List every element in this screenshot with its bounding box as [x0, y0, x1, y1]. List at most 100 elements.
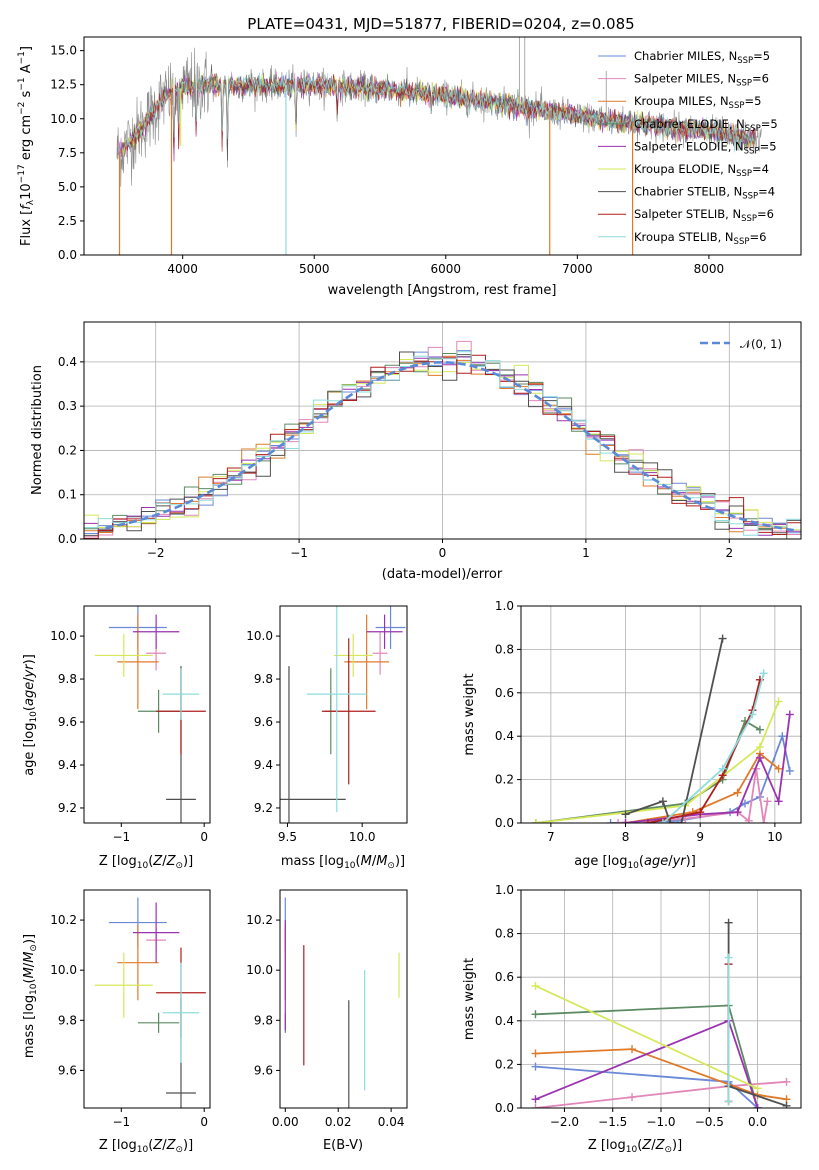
- y-tick-label: 9.8: [254, 1013, 273, 1027]
- y-tick-label: 0.6: [495, 970, 514, 984]
- x-tick-label: 5000: [299, 262, 330, 276]
- mass-vs-z-xlabel: Z [log10(Z/Z⊙)]: [99, 1138, 193, 1155]
- y-tick-label: 0.2: [58, 443, 77, 457]
- y-tick-label: 0.8: [495, 927, 514, 941]
- age-vs-mass-xlabel: mass [log10(M/M⊙)]: [281, 854, 405, 871]
- y-tick-label: 0.4: [58, 355, 77, 369]
- y-tick-label: 9.8: [58, 672, 77, 686]
- y-tick-label: 10.0: [50, 963, 77, 977]
- age-vs-z-xlabel: Z [log10(Z/Z⊙)]: [99, 854, 193, 871]
- plot-area: [531, 918, 791, 1108]
- legend-nssp-value: =5: [744, 94, 761, 108]
- axes-frame: [520, 605, 802, 824]
- x-tick-label: 4000: [167, 262, 198, 276]
- mass-vs-z-ylabel: mass [log10(M/M⊙)]: [22, 934, 39, 1058]
- mass-vs-metallicity-panel: −1 0 9.6 9.8 10.0 10.2: [50, 889, 211, 1129]
- legend-entry: Chabrier ELODIE, NSSP=5: [634, 117, 778, 134]
- legend-nssp-value: =4: [758, 185, 775, 199]
- y-tick-label: 9.6: [58, 715, 77, 729]
- x-tick-label: −2.0: [550, 1115, 579, 1129]
- y-tick-label: 0.0: [495, 1101, 514, 1115]
- x-tick-label: −1.5: [598, 1115, 627, 1129]
- axes-frame: [83, 321, 802, 540]
- massweight-vs-age-panel: 7 8 9 10 0.0 0.2 0.4 0.6 0.8 1.0 mass weight: [462, 599, 802, 844]
- plot-area: [531, 634, 794, 823]
- x-tick-label: 0.02: [325, 1115, 352, 1129]
- age-vs-metallicity-panel: −1 0 9.2 9.4 9.6 9.8 10.0: [50, 605, 211, 844]
- mass-weight-line-salpeter-miles: [535, 1080, 787, 1108]
- legend-entry: Kroupa ELODIE, NSSP=4: [634, 162, 769, 179]
- plot-area: [284, 897, 400, 1108]
- spectrum-ylabel: Flux [fλ10−17 erg cm−2 s−1 A−1]: [17, 46, 36, 246]
- y-tick-label: 9.6: [58, 1063, 77, 1077]
- legend-entry: Salpeter STELIB, NSSP=6: [634, 207, 774, 224]
- reddening-xlabel: E(B-V): [323, 1138, 363, 1153]
- y-tick-label: 1.0: [495, 883, 514, 897]
- x-tick-label: 0.00: [272, 1115, 299, 1129]
- plot-area: [94, 606, 206, 823]
- mass-weight-line-salpeter-elodie: [625, 714, 791, 823]
- legend-nssp-value: =5: [753, 49, 770, 63]
- x-tick-label: −1: [112, 830, 130, 844]
- mass-weight-ylabel: mass weight: [462, 673, 477, 755]
- y-tick-label: 15.0: [50, 44, 77, 58]
- x-tick-label: 6000: [431, 262, 462, 276]
- legend-nssp-value: =5: [760, 139, 777, 153]
- y-tick-label: 0.8: [495, 642, 514, 656]
- y-tick-label: 0.6: [495, 686, 514, 700]
- x-tick-label: −1: [290, 546, 308, 560]
- legend-subscript: SSP: [729, 101, 745, 111]
- spectrum-title: PLATE=0431, MJD=51877, FIBERID=0204, z=0…: [247, 15, 634, 33]
- legend-entry: Salpeter ELODIE, NSSP=5: [634, 139, 777, 156]
- y-tick-label: 9.6: [254, 715, 273, 729]
- axes-frame: [279, 605, 408, 824]
- x-tick-label: −1.0: [646, 1115, 675, 1129]
- plot-area: [116, 37, 762, 255]
- mass-vs-reddening-panel: 0.00 0.02 0.04 9.6 9.8 10.0 10.2 E(B-V): [246, 889, 408, 1153]
- y-tick-label: 0.4: [495, 729, 514, 743]
- legend-subscript: SSP: [734, 237, 750, 247]
- normal-distribution-curve: [105, 360, 794, 532]
- x-tick-label: −0.5: [695, 1115, 724, 1129]
- x-tick-label: 0: [200, 830, 208, 844]
- axes-frame: [520, 889, 802, 1109]
- mass-weight-line-kroupa-stelib: [662, 673, 765, 823]
- legend-subscript: SSP: [741, 214, 757, 224]
- legend-nssp-value: =4: [752, 162, 769, 176]
- model-line-kroupa-stelib: [125, 71, 755, 153]
- y-tick-label: 10.2: [50, 913, 77, 927]
- histogram-xlabel: (data-model)/error: [382, 567, 503, 582]
- x-tick-label: −2: [147, 546, 165, 560]
- legend-nssp-value: =5: [761, 117, 778, 131]
- y-tick-label: 0.0: [58, 532, 77, 546]
- legend-entry: Salpeter MILES, NSSP=6: [634, 72, 769, 89]
- x-tick-label: 2: [725, 546, 733, 560]
- y-tick-label: 12.5: [50, 78, 77, 92]
- y-tick-label: 0.0: [58, 248, 77, 262]
- legend-subscript: SSP: [745, 124, 761, 134]
- y-tick-label: 5.0: [58, 180, 77, 194]
- y-tick-label: 10.0: [50, 112, 77, 126]
- x-tick-label: 0.0: [748, 1115, 767, 1129]
- y-tick-label: 2.5: [58, 214, 77, 228]
- y-tick-label: 10.0: [246, 629, 273, 643]
- axes-frame: [279, 889, 408, 1109]
- x-tick-label: 10.0: [349, 830, 376, 844]
- legend-subscript: SSP: [736, 79, 752, 89]
- age-vs-mass-panel: 9.5 10.0 9.2 9.4 9.6 9.8 10.0: [246, 605, 408, 844]
- massweight-vs-z-xlabel: Z [log10(Z/Z⊙)]: [588, 1138, 682, 1155]
- age-vs-z-ylabel: age [log10(age/yr)]: [22, 654, 39, 776]
- legend-entry: Chabrier MILES, NSSP=5: [634, 49, 770, 66]
- x-tick-label: 10: [767, 830, 782, 844]
- y-tick-label: 0.2: [495, 773, 514, 787]
- histogram-step-kroupa-miles: [84, 355, 801, 539]
- mass-weight-line-chabrier-stelib: [625, 638, 724, 823]
- x-tick-label: −1: [112, 1115, 130, 1129]
- y-tick-label: 9.8: [58, 1013, 77, 1027]
- x-tick-label: 8: [622, 830, 630, 844]
- axes-frame: [83, 36, 802, 256]
- massweight-vs-age-xlabel: age [log10(age/yr)]: [574, 854, 696, 871]
- plot-area: [94, 897, 206, 1108]
- residual-histogram-panel: −2 −1 0 1 2 0.0 0.1 0.2 0.3 0.4 (data-model)/error…: [30, 321, 802, 582]
- y-tick-label: 0.2: [495, 1057, 514, 1071]
